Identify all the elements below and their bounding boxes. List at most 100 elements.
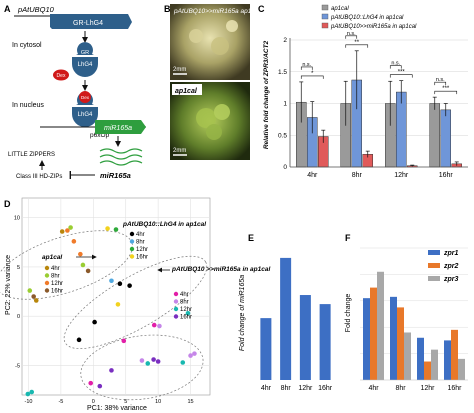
- legend-dot: [129, 254, 135, 259]
- pca-point: [80, 262, 86, 268]
- panel-f-bars: [363, 271, 465, 380]
- pca-point: [157, 323, 162, 329]
- panel-a-letter: A: [4, 4, 11, 14]
- y-tick-label: -5: [15, 363, 20, 369]
- pca-point: [139, 358, 145, 363]
- bar-zpr2: [397, 307, 404, 380]
- bar-zpr1: [390, 296, 397, 380]
- significance-bracket: [300, 75, 324, 79]
- mir165a-gene-box: [95, 120, 146, 134]
- y-tick-label: 1: [283, 101, 287, 108]
- panel-f-axes: 4hr 8hr 12hr 16hr: [360, 379, 468, 392]
- bar-ap1cal: [429, 103, 440, 168]
- dex-molecule-nucleus: [79, 91, 91, 103]
- panel-f-ylabel: Fold change: [345, 294, 352, 333]
- significance-label: n.s.: [302, 62, 311, 68]
- x-tick-label: -10: [25, 399, 33, 405]
- legend-label-ap1cal: ap1cal: [331, 6, 349, 12]
- nucleus-label: In nucleus: [12, 102, 44, 109]
- panel-b: B pAtUBQ10>>miR165a ap1cal 2mm ap1cal 2m…: [164, 4, 260, 160]
- little-zippers-label: LITTLE ZIPPERS: [8, 152, 55, 158]
- y-tick-label: 5: [17, 265, 20, 271]
- legend-swatch-ap1cal: [321, 4, 329, 11]
- significance-bracket: [300, 66, 313, 70]
- y-tick-label: 0: [283, 164, 287, 171]
- pca-point: [92, 319, 97, 325]
- panel-c-significance: *n.s.**n.s.***n.s.***n.s.: [300, 31, 458, 95]
- mirna-strand-1: [99, 148, 143, 154]
- x-tick-label: 16hr: [318, 385, 333, 392]
- panel-f: F Fold change 4hr 8hr 12hr 16hr zpr1 zpr2 z…: [345, 233, 468, 392]
- panel-d-ticks: -10 -5 0 5 10 15 10 5 0 -5: [14, 216, 194, 405]
- pca-point: [185, 310, 191, 316]
- legend-swatch-zpr3: [428, 276, 440, 281]
- p6xop-label: p6xOp: [90, 132, 110, 139]
- legend-dot: [173, 291, 179, 297]
- pca-point: [117, 281, 123, 286]
- pca-point: [151, 322, 157, 328]
- significance-label: n.s.: [436, 77, 445, 83]
- significance-bracket: [345, 44, 369, 48]
- pca-point: [68, 225, 73, 230]
- cluster-ellipse: [80, 334, 204, 401]
- pca-point: [109, 368, 114, 373]
- x-tick-label: 4hr: [261, 385, 272, 392]
- legend-label: 12hr: [51, 281, 63, 287]
- bar-mir165a-fold: [299, 295, 311, 380]
- legend-swatch-lhg4: [321, 13, 329, 20]
- x-tick-label: 8hr: [395, 385, 406, 392]
- panel-e-axes: 4hr 8hr 12hr 16hr: [261, 385, 333, 392]
- legend-dot: [44, 265, 50, 271]
- cluster-ellipse: [63, 255, 208, 349]
- legend-dot: [173, 314, 179, 319]
- legend-label: 8hr: [180, 300, 189, 306]
- hdzips-label: Class III HD-ZIPs: [16, 174, 62, 180]
- y-tick-label: 0: [17, 314, 20, 320]
- lhg4-nucleus: [72, 107, 98, 127]
- dex-molecule-cytosol: [53, 69, 69, 81]
- legend-label: 4hr: [51, 266, 60, 272]
- pca-point: [71, 239, 77, 244]
- bar-mir165a-fold: [280, 257, 292, 380]
- bar-mir165a-fold: [260, 318, 272, 380]
- y-tick-label: 2: [283, 37, 287, 44]
- lhg4-label-cytosol: LhG4: [78, 62, 93, 68]
- panel-c-axes: 0 0.5 1 1.5 2 4hr 8hr 12hr 16hr: [278, 37, 468, 179]
- legend-dot: [44, 273, 50, 278]
- pca-point: [109, 278, 114, 284]
- promoter-label: pAtUBQ10: [17, 5, 55, 14]
- lhg4-label-nucleus: LhG4: [78, 112, 93, 118]
- pca-point: [121, 338, 127, 344]
- significance-label: ***: [442, 86, 450, 92]
- pca-point: [85, 268, 91, 274]
- legend-dot: [44, 280, 50, 286]
- bar-mir165a-fold: [319, 304, 331, 380]
- pca-point: [188, 353, 193, 358]
- pca-point: [31, 294, 36, 299]
- bar-zpr3: [377, 271, 384, 380]
- bar-patubq10-lhg4-in-ap1cal: [440, 109, 451, 168]
- legend-dot: [129, 246, 135, 252]
- bar-zpr2: [424, 361, 431, 380]
- gr-lhg4-label: GR-LhG4: [73, 20, 103, 27]
- pca-point: [88, 380, 94, 386]
- panel-b-letter: B: [164, 4, 171, 14]
- panel-c-bars: [296, 50, 462, 168]
- pca-point: [78, 251, 83, 257]
- y-tick-label: 1.5: [278, 69, 287, 76]
- x-tick-label: 4hr: [368, 385, 379, 392]
- photo-texture-3: [226, 20, 238, 32]
- significance-bracket: [434, 90, 458, 95]
- significance-bracket: [434, 81, 447, 86]
- pca-point: [192, 351, 197, 356]
- pca-point: [29, 389, 35, 395]
- panel-e-ylabel: Fold change of miR165a: [239, 275, 246, 351]
- cytosol-label: In cytosol: [12, 42, 42, 49]
- legend-swatch-zpr1: [428, 250, 440, 255]
- x-tick-label: 4hr: [307, 172, 318, 179]
- legend-label: 4hr: [180, 292, 189, 298]
